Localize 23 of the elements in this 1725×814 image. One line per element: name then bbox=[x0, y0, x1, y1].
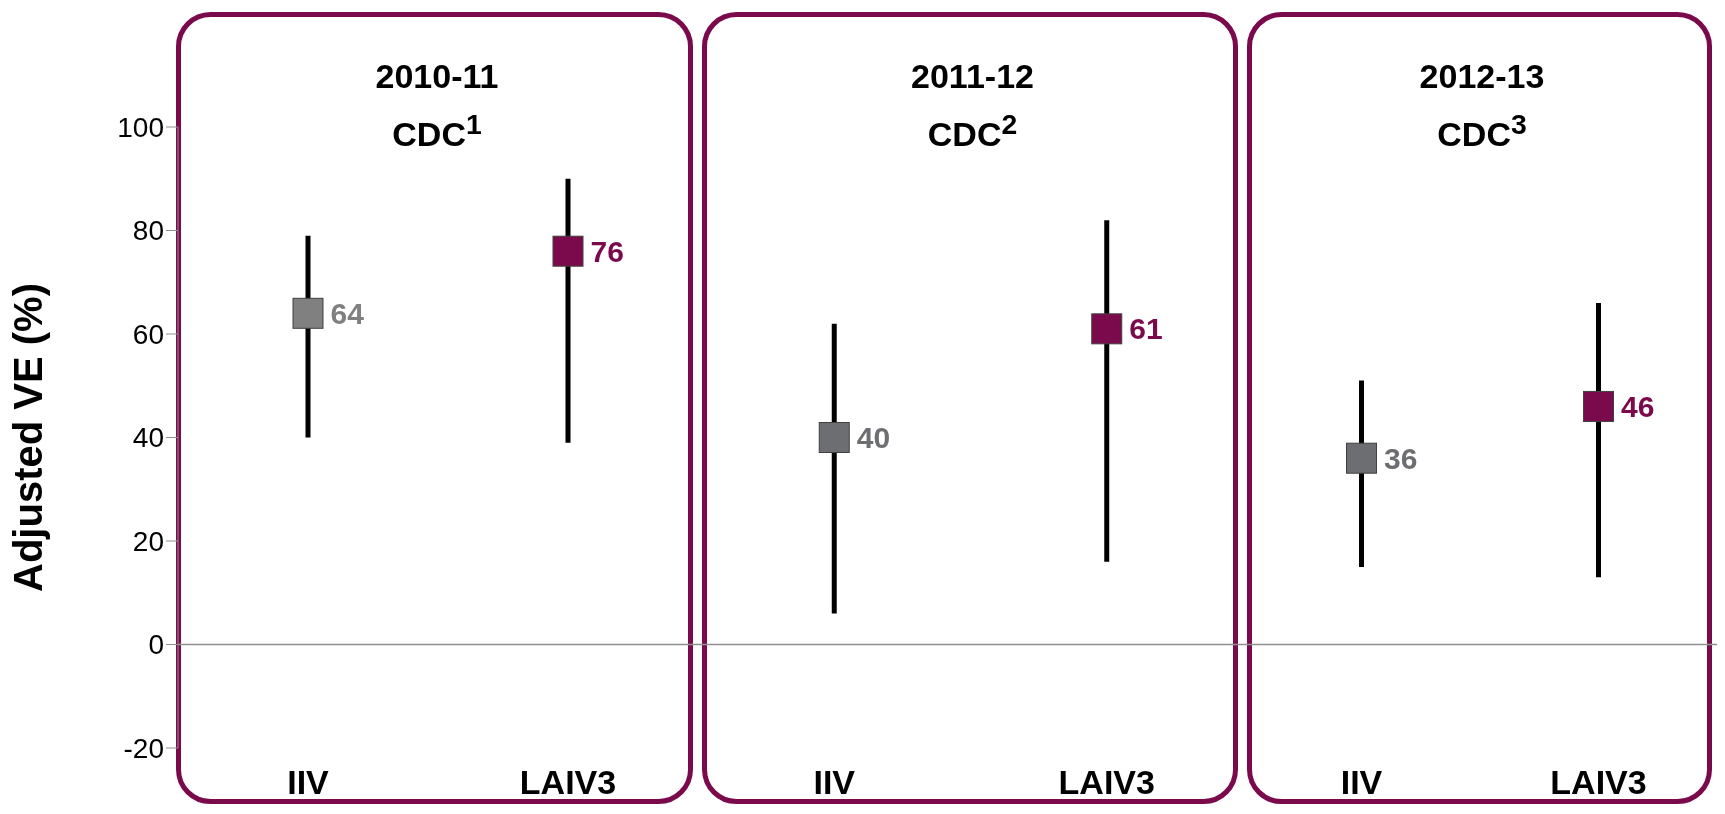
x-tick-label: LAIV3 bbox=[1550, 763, 1647, 802]
x-tick-label: LAIV3 bbox=[519, 763, 617, 802]
data-label: 46 bbox=[1621, 389, 1655, 423]
y-tick-label: 20 bbox=[132, 525, 164, 557]
chart-title: 2011-12 CDC$^{2}$ bbox=[910, 56, 1035, 156]
y-tick-label: 60 bbox=[132, 318, 164, 350]
y-tick-label: 100 bbox=[117, 111, 164, 143]
data-label: 40 bbox=[856, 421, 891, 454]
y-tick-label: 0 bbox=[148, 629, 164, 661]
x-tick-label: LAIV3 bbox=[1058, 763, 1155, 802]
data-label: 64 bbox=[330, 296, 365, 330]
y-tick-label: 80 bbox=[132, 215, 164, 247]
data-label: 61 bbox=[1129, 312, 1163, 346]
chart-title: 2012-13 CDC$^{3}$ bbox=[1418, 56, 1546, 156]
x-tick-label: IIV bbox=[287, 763, 330, 802]
y-tick-label: -20 bbox=[123, 732, 164, 764]
data-label: 76 bbox=[590, 234, 624, 268]
chart-title: 2010-11 CDC$^{1}$ bbox=[374, 56, 500, 156]
y-tick-label: 40 bbox=[132, 422, 164, 454]
data-label: 36 bbox=[1384, 441, 1418, 475]
y-axis-title: Adjusted VE (%) bbox=[6, 283, 51, 592]
x-tick-label: IIV bbox=[813, 763, 856, 802]
x-tick-label: IIV bbox=[1340, 763, 1383, 802]
